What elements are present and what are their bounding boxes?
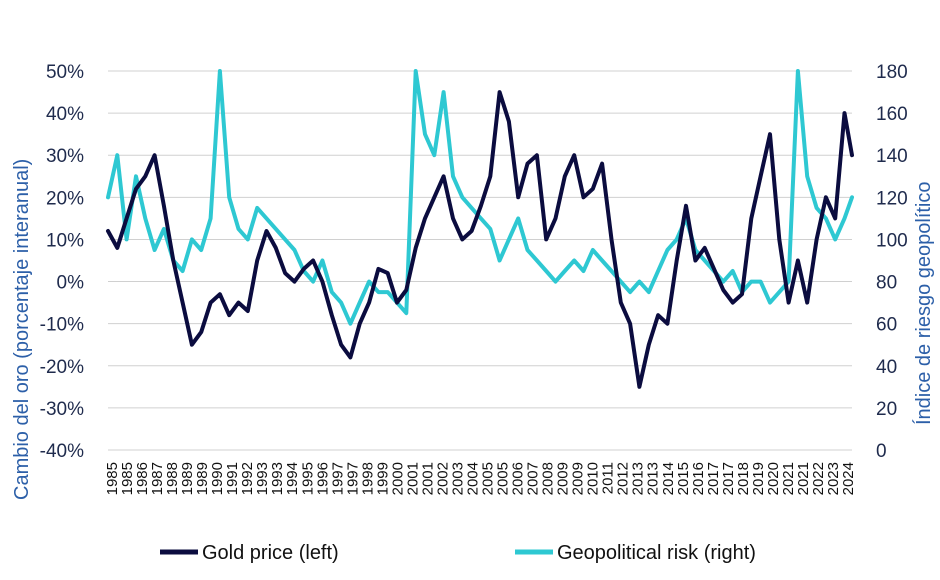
x-tick-label: 1995 [299, 462, 316, 495]
right-tick-label: 180 [876, 62, 908, 83]
x-tick-label: 2020 [765, 462, 782, 495]
series-line-gold-price [106, 90, 854, 389]
left-tick-label: -40% [40, 441, 84, 462]
x-tick-label: 1988 [164, 462, 181, 495]
left-tick-label: -30% [40, 399, 84, 420]
x-tick-label: 2000 [389, 462, 406, 495]
gridlines [108, 70, 852, 451]
x-tick-label: 1986 [134, 462, 151, 495]
x-tick-label: 2011 [600, 462, 617, 494]
right-tick-label: 80 [876, 273, 897, 294]
x-tick-label: 2015 [675, 462, 692, 495]
right-tick-label: 100 [876, 230, 908, 251]
left-tick-label: 0% [57, 273, 85, 294]
x-tick-label: 1989 [194, 462, 211, 495]
y-axis-label-right: Índice de riesgo geopolítico [912, 182, 935, 426]
x-tick-label: 2004 [464, 462, 481, 495]
x-tick-label: 2012 [615, 462, 632, 495]
left-tick-label: 20% [46, 188, 84, 209]
x-tick-label: 2006 [510, 462, 527, 495]
x-tick-label: 2007 [525, 462, 542, 495]
left-tick-label: 40% [46, 104, 84, 125]
x-tick-label: 2008 [540, 462, 557, 495]
x-tick-label: 1987 [149, 462, 166, 495]
x-tick-label: 2021 [780, 462, 797, 495]
y-axis-label-left: Cambio del oro (porcentaje interanual) [11, 159, 33, 500]
x-tick-label: 1994 [284, 462, 301, 495]
left-tick-label: 30% [46, 146, 84, 167]
right-axis-ticks: 180 160 140 120 100 80 60 40 20 0 [876, 62, 908, 462]
left-axis-ticks: 50% 40% 30% 20% 10% 0% -10% -20% -30% -40% [40, 62, 84, 462]
right-tick-label: 120 [876, 188, 908, 209]
right-tick-label: 20 [876, 399, 897, 420]
x-tick-label: 2021 [795, 462, 812, 495]
x-tick-label: 2017 [720, 462, 737, 495]
x-tick-label: 1997 [344, 462, 361, 495]
x-tick-label: 1991 [224, 462, 241, 495]
x-tick-label: 1996 [314, 462, 331, 495]
x-axis-ticks: 1985198519861987198819891989199019911992… [104, 462, 857, 495]
x-tick-label: 1985 [104, 462, 121, 495]
x-tick-label: 1990 [209, 462, 226, 495]
x-tick-label: 1998 [359, 462, 376, 495]
x-tick-label: 2003 [449, 462, 466, 495]
x-tick-label: 2010 [585, 462, 602, 495]
x-tick-label: 2019 [750, 462, 767, 495]
x-tick-label: 2017 [705, 462, 722, 495]
x-tick-label: 2024 [840, 462, 857, 495]
x-tick-label: 2014 [660, 462, 677, 495]
right-tick-label: 0 [876, 441, 887, 462]
x-tick-label: 2013 [645, 462, 662, 495]
x-tick-label: 1997 [329, 462, 346, 495]
x-tick-label: 2001 [404, 462, 421, 495]
x-tick-label: 2018 [735, 462, 752, 495]
x-tick-label: 1992 [239, 462, 256, 495]
right-tick-label: 140 [876, 146, 908, 167]
x-tick-label: 2002 [434, 462, 451, 495]
right-tick-label: 60 [876, 315, 897, 336]
right-tick-label: 40 [876, 357, 897, 378]
x-tick-label: 1993 [269, 462, 286, 495]
x-tick-label: 1999 [374, 462, 391, 495]
legend: Gold price (left) Geopolitical risk (rig… [160, 542, 756, 564]
x-tick-label: 2005 [480, 462, 497, 495]
x-tick-label: 1993 [254, 462, 271, 495]
legend-label-gold: Gold price (left) [202, 542, 339, 564]
legend-label-risk: Geopolitical risk (right) [557, 542, 756, 564]
right-tick-label: 160 [876, 104, 908, 125]
x-tick-label: 2016 [690, 462, 707, 495]
series-line-geopolitical-risk [106, 69, 854, 326]
x-tick-label: 2005 [495, 462, 512, 495]
x-tick-label: 2013 [630, 462, 647, 495]
x-tick-label: 2022 [810, 462, 827, 495]
x-tick-label: 2009 [555, 462, 572, 495]
x-tick-label: 1989 [179, 462, 196, 495]
x-tick-label: 2001 [419, 462, 436, 495]
left-tick-label: 50% [46, 62, 84, 83]
left-tick-label: 10% [46, 230, 84, 251]
series-layer [106, 69, 854, 389]
left-tick-label: -20% [40, 357, 84, 378]
left-tick-label: -10% [40, 315, 84, 336]
x-tick-label: 2009 [570, 462, 587, 495]
x-tick-label: 1985 [119, 462, 136, 495]
x-tick-label: 2023 [825, 462, 842, 495]
